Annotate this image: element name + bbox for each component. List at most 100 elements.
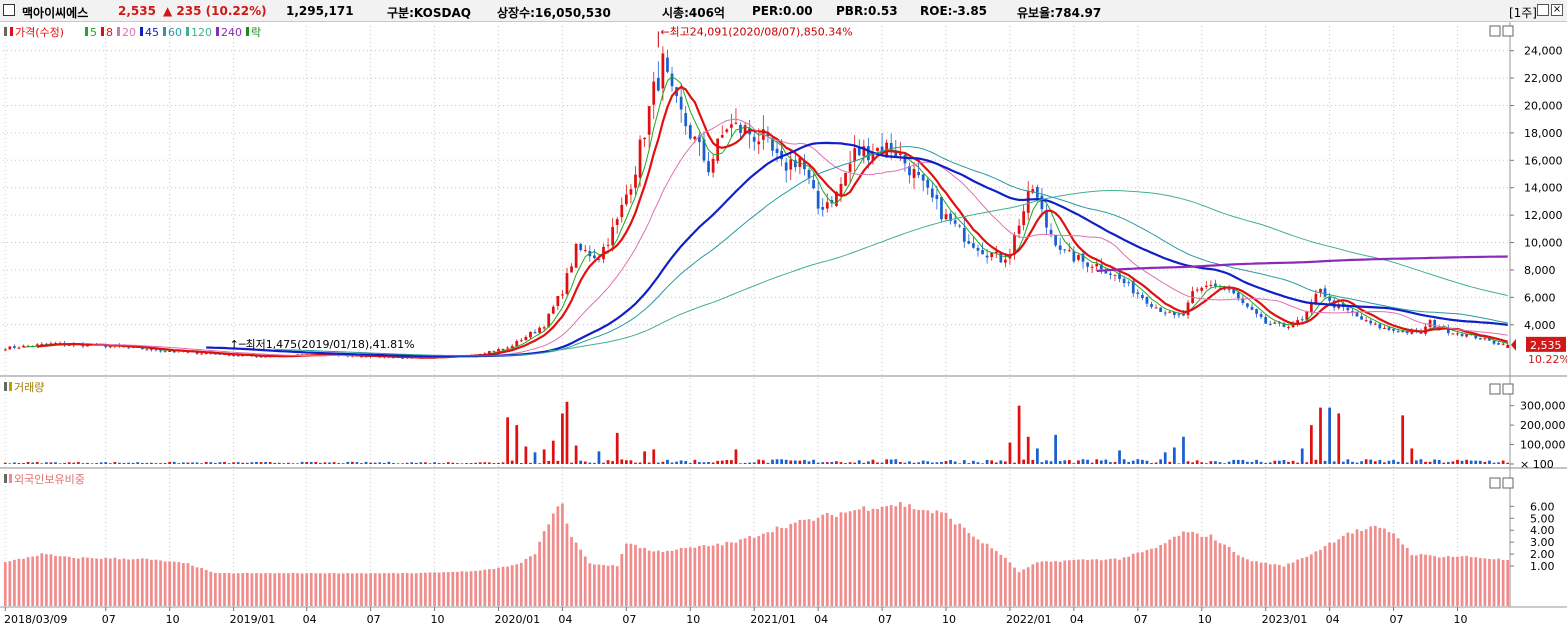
foreign-bar — [1364, 529, 1368, 606]
foreign-bar — [1008, 562, 1012, 606]
market-type: 구분:KOSDAQ — [387, 6, 471, 20]
volume-bar — [1168, 461, 1172, 464]
price-axis-label: 20,000 — [1524, 99, 1563, 112]
foreign-bar — [428, 572, 432, 606]
volume-bar — [784, 459, 788, 464]
foreign-bar — [985, 543, 989, 606]
volume-bar — [1259, 461, 1263, 464]
volume-bar — [976, 462, 980, 464]
volume-bar — [469, 463, 473, 464]
foreign-bar — [1058, 561, 1062, 606]
foreign-bar — [186, 563, 190, 606]
volume-bar — [1236, 459, 1240, 464]
foreign-bar — [433, 572, 436, 606]
candle-body — [1328, 296, 1331, 301]
volume-bar — [1300, 448, 1304, 464]
maximize-icon[interactable] — [1537, 4, 1549, 16]
legend-swatch — [9, 382, 12, 391]
foreign-bar — [561, 503, 564, 606]
volume-bar — [451, 462, 455, 464]
foreign-bar — [1264, 562, 1268, 606]
foreign-bar — [643, 547, 646, 606]
foreign-bar — [725, 541, 729, 606]
volume-bar — [1437, 460, 1441, 464]
market-cap: 시총:406억 — [662, 6, 725, 20]
volume-bar — [652, 449, 656, 464]
foreign-bar — [816, 517, 820, 606]
volume-bar — [72, 462, 76, 464]
volume-bar — [515, 425, 519, 464]
volume-bar — [1341, 461, 1345, 464]
foreign-bar — [497, 567, 500, 606]
candle-body — [1077, 255, 1080, 260]
foreign-bar — [58, 556, 62, 606]
foreign-bar — [1049, 561, 1053, 606]
candle-body — [962, 227, 966, 242]
foreign-bar — [118, 559, 121, 606]
volume-bar — [761, 460, 765, 464]
candle-body — [1177, 314, 1181, 316]
volume-bar — [1022, 459, 1026, 464]
candle-body — [1168, 311, 1172, 313]
candle-body — [1246, 303, 1249, 307]
volume-bar — [360, 463, 363, 464]
volume-bar — [798, 460, 802, 464]
period-selector[interactable]: [1주] — [1508, 6, 1537, 20]
volume-bar — [1314, 459, 1318, 464]
volume-bar — [236, 462, 240, 464]
candle-body — [821, 206, 825, 210]
foreign-axis-label: 5.00 — [1530, 512, 1555, 525]
volume-bar — [615, 432, 619, 464]
foreign-bar — [54, 555, 57, 606]
candle-body — [364, 356, 368, 358]
x-axis-label: 07 — [102, 613, 116, 626]
volume-bar — [1351, 461, 1354, 464]
foreign-bar — [1131, 553, 1135, 606]
volume-bar — [387, 461, 391, 464]
volume-bar — [1369, 459, 1373, 464]
volume-bar — [1008, 442, 1012, 464]
candle-body — [1305, 311, 1309, 320]
select-checkbox[interactable] — [3, 4, 15, 16]
close-icon[interactable]: × — [1551, 4, 1563, 16]
stock-chart[interactable]: 4,000 6,000 8,000 10,000 12,000 14,000 16,000 1… — [0, 22, 1567, 630]
volume-bar — [191, 462, 194, 464]
foreign-bar — [108, 558, 112, 606]
volume-bar — [209, 462, 213, 464]
volume-bar — [90, 463, 94, 464]
candle-body — [22, 345, 25, 348]
volume-bar — [1040, 462, 1044, 464]
volume-bar — [1150, 463, 1153, 464]
volume-bar — [232, 462, 235, 464]
foreign-bar — [1246, 559, 1249, 606]
foreign-bar — [784, 528, 788, 606]
foreign-bar — [1127, 556, 1131, 606]
volume-bar — [1296, 462, 1300, 464]
foreign-bar — [1054, 561, 1057, 606]
volume-bar — [766, 462, 770, 464]
legend-ma-5: 5 — [90, 26, 97, 39]
volume-bar — [1250, 462, 1254, 464]
volume-bar — [1246, 461, 1249, 464]
candle-body — [734, 122, 738, 124]
volume-bar — [350, 461, 354, 464]
foreign-bar — [1369, 526, 1373, 606]
foreign-bar — [853, 510, 857, 606]
candle-body — [127, 347, 130, 349]
candle-body — [1282, 323, 1286, 327]
foreign-bar — [1259, 562, 1263, 606]
candle-body — [647, 106, 651, 135]
volume-bar — [656, 462, 660, 464]
volume-bar — [547, 461, 551, 464]
foreign-bar — [602, 564, 605, 606]
volume-bar — [86, 462, 89, 464]
volume-bar — [684, 461, 688, 464]
candle-body — [1040, 195, 1044, 210]
panel-minimize-icon — [1489, 383, 1501, 395]
foreign-bar — [629, 543, 633, 606]
volume-bar — [857, 460, 861, 464]
candle-body — [529, 331, 532, 338]
volume-bar — [497, 462, 500, 464]
foreign-bar — [1268, 564, 1272, 606]
foreign-bar — [894, 506, 898, 606]
